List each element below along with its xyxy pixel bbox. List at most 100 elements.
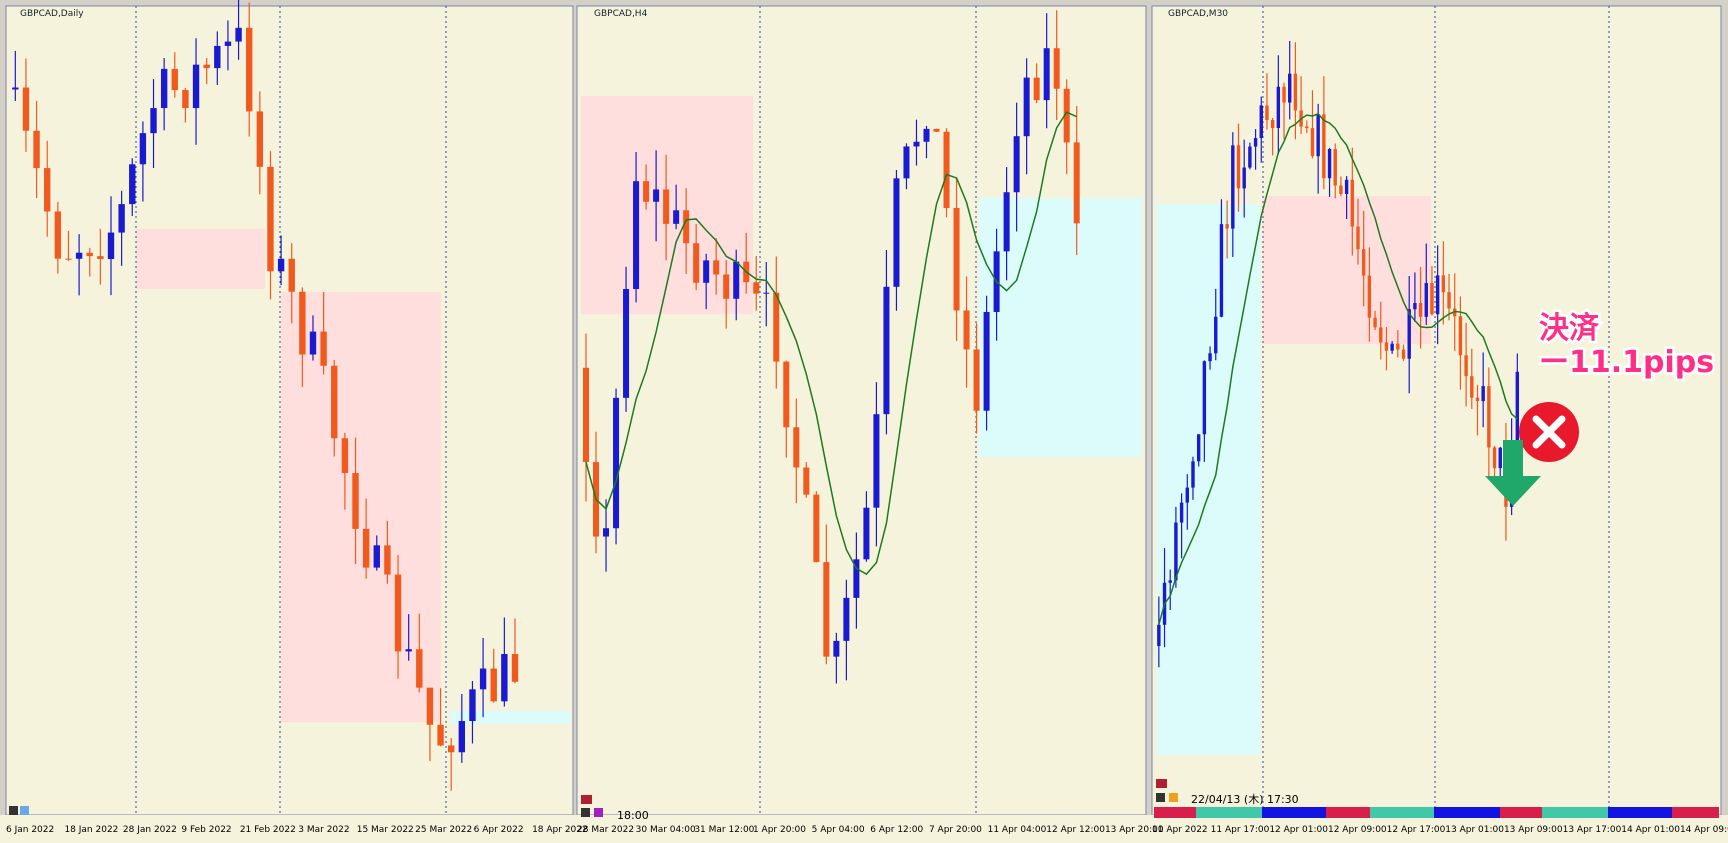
candle <box>1322 114 1326 179</box>
candle <box>1191 461 1195 488</box>
candle <box>277 258 285 272</box>
candle <box>1447 292 1451 309</box>
panel-title: GBPCAD,H4 <box>594 9 648 19</box>
candle <box>1202 361 1207 435</box>
date-label: 14 Apr 09:00 <box>1680 825 1728 835</box>
candle <box>1413 303 1417 310</box>
candle <box>643 181 650 202</box>
candle <box>723 274 730 299</box>
candle <box>97 256 104 260</box>
candle <box>973 349 980 411</box>
candle <box>1418 303 1423 317</box>
icon[interactable] <box>1169 793 1178 802</box>
date-label: 13 Apr 20:00 <box>1105 825 1164 835</box>
date-label: 12 Apr 01:00 <box>1269 825 1328 835</box>
date-strip <box>0 815 1728 843</box>
candle <box>1282 86 1286 103</box>
candle <box>1373 317 1377 328</box>
annotation: ー11.1pips <box>1539 345 1714 380</box>
date-label: 11 Apr 17:00 <box>1211 825 1270 835</box>
time-label: 22/04/13 (木) 17:30 <box>1191 793 1299 806</box>
candle <box>1435 275 1440 315</box>
candle <box>1248 146 1252 168</box>
candle <box>469 689 476 722</box>
candle <box>703 260 710 283</box>
date-label: 6 Apr 12:00 <box>870 825 923 835</box>
candle <box>1253 138 1258 147</box>
candle <box>1259 105 1263 139</box>
candle <box>1023 77 1030 137</box>
candle <box>713 260 720 275</box>
candle <box>653 189 660 202</box>
candle <box>1013 136 1020 193</box>
candle <box>65 258 72 260</box>
candle <box>1053 48 1060 89</box>
candle <box>693 243 700 283</box>
candle <box>813 494 820 563</box>
candle <box>1219 224 1224 317</box>
zone <box>979 198 1142 457</box>
zone <box>450 711 570 724</box>
candle <box>1384 342 1389 351</box>
candle <box>823 562 830 657</box>
candle <box>583 367 590 463</box>
candle <box>953 208 960 311</box>
date-label: 30 Mar 04:00 <box>636 825 696 835</box>
candle <box>893 178 900 287</box>
candle <box>1390 343 1394 351</box>
candle <box>1043 48 1050 101</box>
icon[interactable] <box>1156 793 1165 802</box>
zone <box>1157 204 1260 755</box>
candle <box>863 507 870 560</box>
candle <box>1288 73 1292 103</box>
date-label: 25 Mar 2022 <box>415 825 472 835</box>
candle <box>203 64 210 69</box>
date-label: 6 Jan 2022 <box>6 825 54 835</box>
icon[interactable] <box>581 808 590 817</box>
date-label: 12 Apr 17:00 <box>1387 825 1446 835</box>
icon[interactable] <box>581 795 592 804</box>
date-label: 11 Apr 2022 <box>1152 825 1208 835</box>
candle <box>1174 522 1178 581</box>
candle <box>1430 283 1434 315</box>
candle <box>1475 397 1480 402</box>
candle <box>448 745 455 753</box>
icon[interactable] <box>20 806 29 815</box>
candle <box>1396 343 1400 350</box>
candle <box>1407 309 1411 359</box>
candle <box>490 668 497 702</box>
panel-title: GBPCAD,Daily <box>20 9 84 19</box>
candle <box>267 166 274 272</box>
date-label: 1 Apr 20:00 <box>753 825 806 835</box>
candle <box>663 189 670 224</box>
date-label: 3 Mar 2022 <box>298 825 349 835</box>
candle <box>853 559 860 598</box>
candle <box>1458 316 1463 356</box>
candle <box>171 68 178 91</box>
session-bar <box>1154 807 1719 818</box>
candle <box>923 128 930 142</box>
candle <box>426 687 434 725</box>
candle <box>623 289 630 398</box>
candle <box>160 68 168 109</box>
candle <box>235 27 242 42</box>
date-label: 5 Apr 04:00 <box>812 825 865 835</box>
candle <box>511 654 519 682</box>
candle <box>753 282 760 294</box>
candle <box>1033 77 1040 101</box>
candle <box>1063 88 1070 143</box>
candle <box>983 311 990 411</box>
icon[interactable] <box>9 806 18 815</box>
time-label: 18:00 <box>617 809 649 822</box>
candle <box>1350 179 1355 227</box>
candle <box>1344 179 1349 195</box>
date-label: 9 Feb 2022 <box>181 825 231 835</box>
icon[interactable] <box>1156 779 1167 788</box>
candle <box>1185 487 1190 503</box>
candle <box>129 164 136 205</box>
candle <box>118 204 125 233</box>
down-arrow <box>1485 440 1541 506</box>
icon[interactable] <box>594 808 603 817</box>
candle <box>75 252 83 259</box>
candle <box>883 286 890 415</box>
